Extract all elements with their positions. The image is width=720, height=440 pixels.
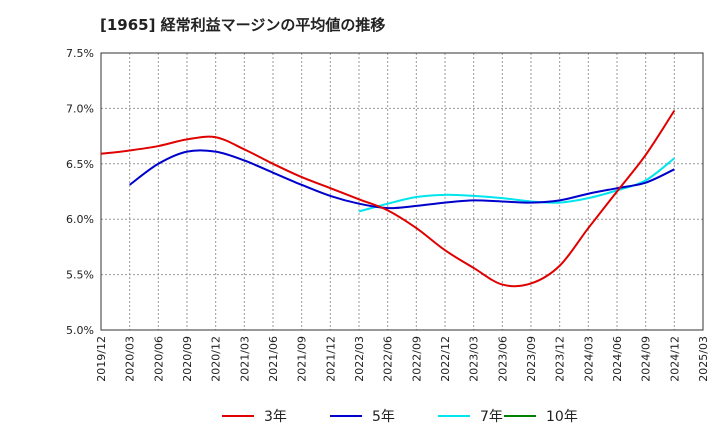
- legend-label: 5年: [372, 409, 395, 425]
- legend-item: 3年: [222, 404, 287, 428]
- y-tick-label: 7.5%: [66, 47, 94, 60]
- x-tick-label: 2022/03: [353, 336, 366, 382]
- x-tick-label: 2020/12: [210, 336, 223, 382]
- x-tick-label: 2021/06: [267, 336, 280, 382]
- legend-swatch: [222, 415, 254, 417]
- x-tick-label: 2023/06: [496, 336, 509, 382]
- legend-label: 3年: [264, 409, 287, 425]
- x-tick-label: 2023/09: [525, 336, 538, 382]
- y-axis: 5.0% 5.5% 6.0% 6.5% 7.0% 7.5%: [66, 47, 94, 337]
- x-tick-label: 2024/06: [611, 336, 624, 382]
- y-tick-label: 5.5%: [66, 269, 94, 282]
- legend-swatch: [438, 415, 470, 417]
- series-lines: [100, 110, 676, 288]
- legend-item: 5年: [330, 404, 395, 428]
- series-line-5年: [129, 149, 675, 210]
- series-line-7年: [358, 157, 675, 213]
- x-tick-label: 2020/06: [152, 336, 165, 382]
- x-tick-label: 2020/03: [124, 336, 137, 382]
- legend-swatch: [504, 415, 536, 417]
- x-tick-label: 2021/09: [296, 336, 309, 382]
- plot-area: [100, 52, 704, 331]
- x-tick-label: 2024/03: [582, 336, 595, 382]
- x-tick-label: 2023/03: [468, 336, 481, 382]
- x-tick-label: 2021/12: [324, 336, 337, 382]
- x-tick-label: 2022/06: [382, 336, 395, 382]
- x-tick-label: 2019/12: [95, 336, 108, 382]
- x-tick-label: 2024/09: [640, 336, 653, 382]
- legend-item: 7年: [438, 404, 503, 428]
- legend-label: 10年: [546, 409, 578, 425]
- chart-title: [1965] 経常利益マージンの平均値の推移: [100, 16, 386, 34]
- x-tick-label: 2025/03: [697, 336, 710, 382]
- y-tick-label: 6.0%: [66, 213, 94, 226]
- y-tick-label: 6.5%: [66, 158, 94, 171]
- x-tick-label: 2024/12: [668, 336, 681, 382]
- x-tick-label: 2022/12: [439, 336, 452, 382]
- x-tick-label: 2020/09: [181, 336, 194, 382]
- series-line-3年: [100, 110, 676, 288]
- y-tick-label: 7.0%: [66, 102, 94, 115]
- legend-swatch: [330, 415, 362, 417]
- x-axis: 2019/12 2020/03 2020/06 2020/09 2020/12 2021/…: [95, 336, 710, 382]
- y-tick-label: 5.0%: [66, 324, 94, 337]
- x-tick-label: 2022/09: [410, 336, 423, 382]
- legend: 3年 5年 7年 10年: [0, 404, 720, 428]
- legend-label: 7年: [480, 409, 503, 425]
- x-tick-label: 2023/12: [554, 336, 567, 382]
- legend-item: 10年: [504, 404, 578, 428]
- x-tick-label: 2021/03: [238, 336, 251, 382]
